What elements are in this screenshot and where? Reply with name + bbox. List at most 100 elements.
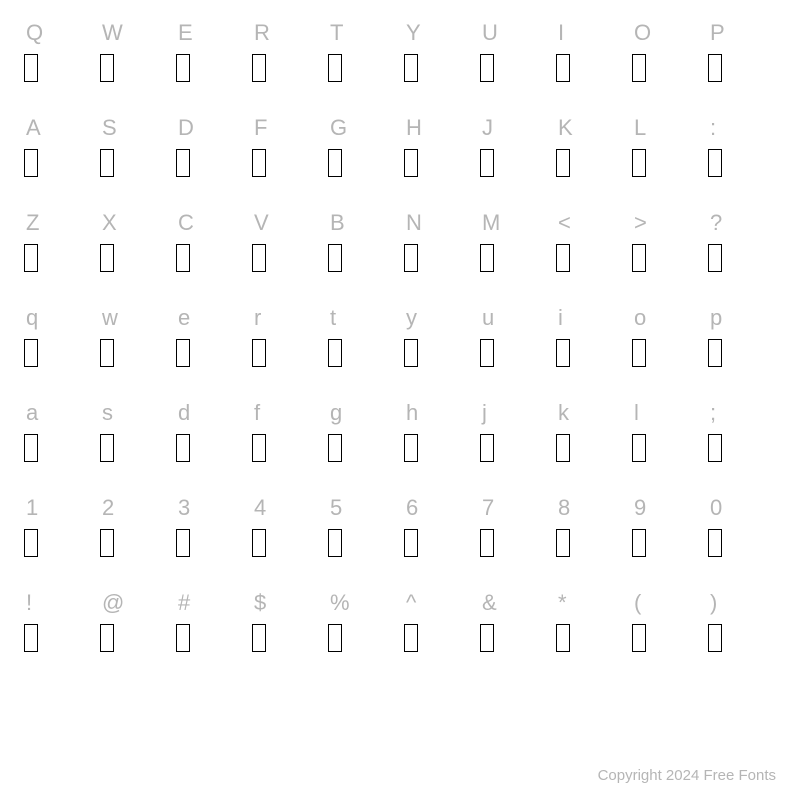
glyph-sample [176,244,190,277]
char-label: > [632,208,647,238]
missing-glyph-icon [708,624,722,652]
missing-glyph-icon [480,149,494,177]
glyph-sample [404,529,418,562]
missing-glyph-icon [556,244,570,272]
char-label: g [328,398,342,428]
glyph-sample [252,339,266,372]
missing-glyph-icon [404,339,418,367]
char-label: 4 [252,493,266,523]
char-cell: 0 [704,485,780,580]
missing-glyph-icon [632,244,646,272]
char-cell: y [400,295,476,390]
char-label: Z [24,208,39,238]
missing-glyph-icon [708,434,722,462]
glyph-sample [176,339,190,372]
char-label: V [252,208,269,238]
glyph-sample [404,54,418,87]
glyph-sample [480,529,494,562]
glyph-sample [632,54,646,87]
char-cell: O [628,10,704,105]
char-label: F [252,113,267,143]
missing-glyph-icon [252,149,266,177]
char-label: U [480,18,498,48]
char-cell: 4 [248,485,324,580]
char-label: 5 [328,493,342,523]
glyph-sample [176,54,190,87]
char-label: G [328,113,347,143]
char-cell: B [324,200,400,295]
char-cell: 1 [20,485,96,580]
missing-glyph-icon [708,339,722,367]
glyph-sample [328,529,342,562]
missing-glyph-icon [404,244,418,272]
missing-glyph-icon [24,339,38,367]
char-cell: 2 [96,485,172,580]
missing-glyph-icon [556,529,570,557]
glyph-sample [100,244,114,277]
missing-glyph-icon [328,339,342,367]
char-cell: A [20,105,96,200]
missing-glyph-icon [100,149,114,177]
glyph-sample [176,529,190,562]
glyph-sample [100,339,114,372]
char-label: h [404,398,418,428]
char-cell: J [476,105,552,200]
glyph-sample [176,149,190,182]
char-cell: l [628,390,704,485]
missing-glyph-icon [328,529,342,557]
missing-glyph-icon [480,624,494,652]
char-label: 2 [100,493,114,523]
glyph-sample [404,244,418,277]
glyph-sample [252,54,266,87]
char-cell: e [172,295,248,390]
char-cell: S [96,105,172,200]
char-label: ( [632,588,641,618]
char-cell: N [400,200,476,295]
char-cell: Z [20,200,96,295]
char-cell: ? [704,200,780,295]
glyph-sample [708,244,722,277]
char-cell: & [476,580,552,675]
char-label: L [632,113,646,143]
char-cell: 5 [324,485,400,580]
char-cell: 7 [476,485,552,580]
glyph-sample [24,244,38,277]
missing-glyph-icon [404,54,418,82]
char-label: J [480,113,493,143]
glyph-sample [632,339,646,372]
glyph-sample [708,149,722,182]
char-cell: V [248,200,324,295]
glyph-sample [24,529,38,562]
copyright-footer: Copyright 2024 Free Fonts [598,767,776,784]
char-cell: a [20,390,96,485]
char-label: < [556,208,571,238]
char-cell: k [552,390,628,485]
char-label: 8 [556,493,570,523]
glyph-sample [100,149,114,182]
char-cell: i [552,295,628,390]
glyph-sample [100,434,114,467]
missing-glyph-icon [100,339,114,367]
char-label: 9 [632,493,646,523]
missing-glyph-icon [480,434,494,462]
char-cell: P [704,10,780,105]
char-cell: Y [400,10,476,105]
char-label: R [252,18,270,48]
char-cell: W [96,10,172,105]
char-label: j [480,398,487,428]
missing-glyph-icon [404,529,418,557]
char-cell: U [476,10,552,105]
glyph-sample [708,339,722,372]
glyph-sample [632,529,646,562]
glyph-sample [632,149,646,182]
glyph-sample [252,434,266,467]
char-cell: I [552,10,628,105]
missing-glyph-icon [404,624,418,652]
missing-glyph-icon [176,529,190,557]
missing-glyph-icon [24,244,38,272]
glyph-sample [328,149,342,182]
glyph-sample [176,434,190,467]
missing-glyph-icon [252,339,266,367]
char-cell: ( [628,580,704,675]
missing-glyph-icon [176,149,190,177]
